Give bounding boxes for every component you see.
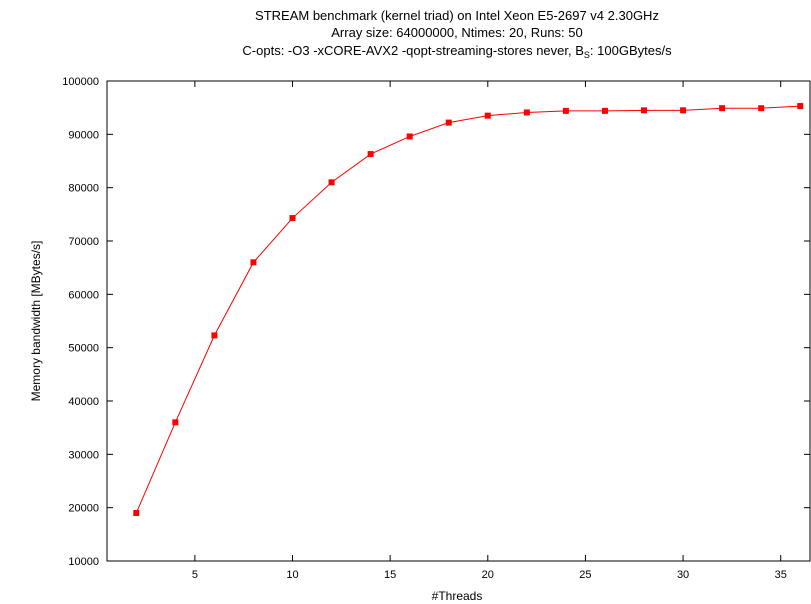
y-tick-label: 10000 — [68, 556, 99, 568]
y-tick-label: 90000 — [68, 129, 99, 141]
y-tick-label: 20000 — [68, 503, 99, 515]
data-point-marker — [289, 215, 296, 222]
x-tick-label: 15 — [384, 569, 396, 581]
title-line-3-subscript: S — [584, 50, 590, 60]
chart-title-line-3: C-opts: -O3 -xCORE-AVX2 -qopt-streaming-… — [242, 43, 672, 60]
title-line-3-suffix: : 100GBytes/s — [590, 43, 672, 58]
y-tick-label: 40000 — [68, 396, 99, 408]
x-tick-label: 35 — [775, 569, 787, 581]
x-tick-label: 20 — [482, 569, 494, 581]
data-point-marker — [250, 259, 257, 266]
x-axis-ticks: 5 10 15 20 25 30 35 — [192, 81, 787, 581]
series-line — [135, 105, 801, 514]
data-point-marker — [680, 107, 687, 114]
data-point-marker — [172, 419, 179, 426]
y-tick-label: 50000 — [68, 343, 99, 355]
data-point-marker — [562, 107, 569, 114]
y-tick-label: 80000 — [68, 183, 99, 195]
title-line-3-prefix: C-opts: -O3 -xCORE-AVX2 -qopt-streaming-… — [242, 43, 583, 58]
data-point-marker — [758, 105, 765, 112]
chart-title-line-1: STREAM benchmark (kernel triad) on Intel… — [255, 8, 659, 23]
data-point-marker — [406, 133, 413, 140]
x-tick-label: 5 — [192, 569, 198, 581]
plot-area-border — [106, 80, 811, 562]
y-axis-ticks: 10000 20000 30000 40000 50000 60000 70000 80000… — [62, 76, 810, 568]
y-tick-label: 70000 — [68, 236, 99, 248]
data-point-marker — [211, 332, 218, 339]
data-point-marker — [601, 107, 608, 114]
data-point-marker — [641, 107, 648, 114]
data-point-marker — [523, 109, 530, 116]
y-tick-label: 60000 — [68, 289, 99, 301]
data-point-marker — [328, 179, 335, 186]
x-tick-label: 10 — [286, 569, 298, 581]
y-tick-label: 30000 — [68, 449, 99, 461]
data-point-marker — [367, 151, 374, 158]
x-tick-label: 30 — [677, 569, 689, 581]
x-axis-label: #Threads — [432, 589, 483, 603]
series-group — [133, 103, 804, 516]
data-point-marker — [133, 510, 140, 516]
data-point-marker — [484, 112, 491, 119]
y-tick-label: 100000 — [62, 76, 99, 88]
chart-title-line-2: Array size: 64000000, Ntimes: 20, Runs: … — [331, 25, 582, 40]
y-axis-label: Memory bandwidth [MBytes/s] — [29, 241, 43, 402]
x-tick-label: 25 — [579, 569, 591, 581]
data-point-marker — [719, 105, 726, 112]
data-point-marker — [797, 103, 804, 110]
data-point-marker — [445, 119, 452, 126]
